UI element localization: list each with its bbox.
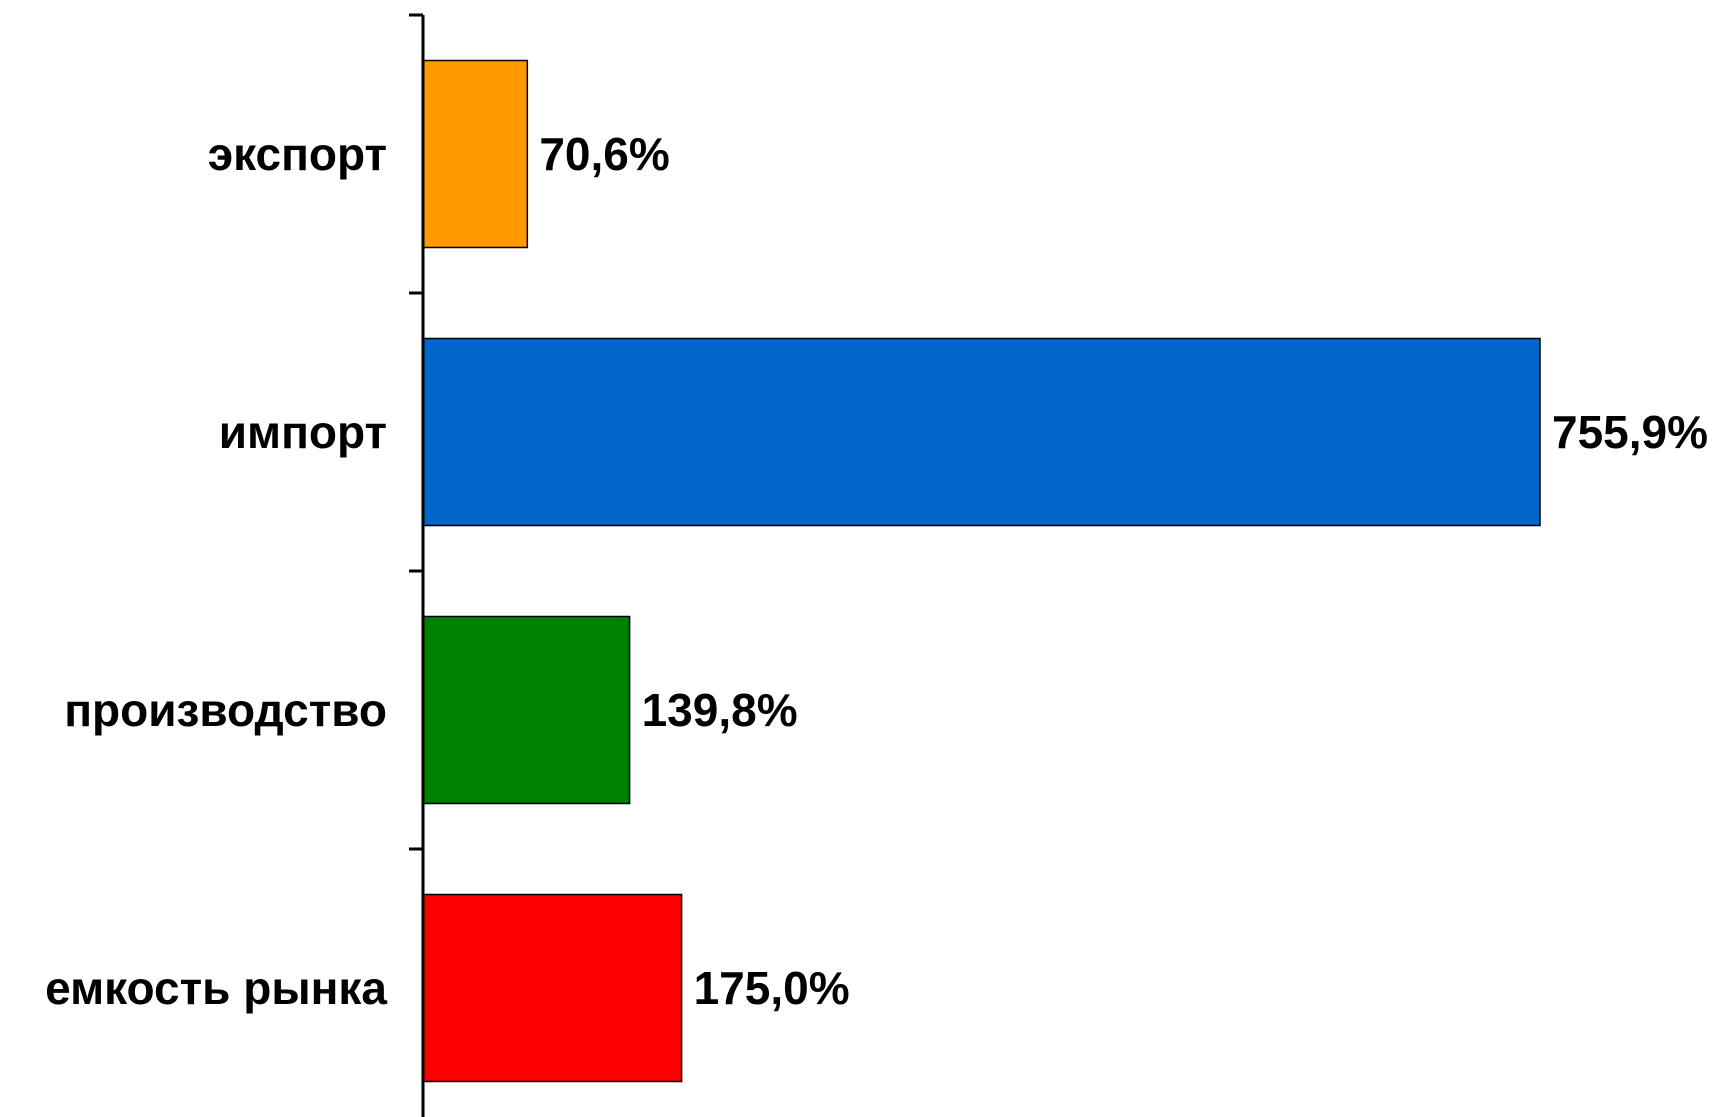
data-label: 70,6% bbox=[539, 128, 669, 180]
category-label: импорт bbox=[219, 406, 387, 458]
data-label: 755,9% bbox=[1552, 406, 1708, 458]
category-label: производство bbox=[64, 684, 387, 736]
bars-group bbox=[422, 59, 1541, 1083]
value-labels: 70,6% 755,9% 139,8% 175,0% bbox=[539, 128, 1708, 1014]
bar-2 bbox=[422, 337, 1541, 527]
data-label: 175,0% bbox=[694, 962, 850, 1014]
category-label: экспорт bbox=[208, 128, 387, 180]
category-labels: экспорт импорт производство емкость рынка bbox=[45, 128, 387, 1014]
bar-4 bbox=[422, 893, 683, 1083]
category-label: емкость рынка bbox=[45, 962, 387, 1014]
bar-3 bbox=[422, 615, 631, 805]
bar-1 bbox=[422, 59, 529, 249]
data-label: 139,8% bbox=[642, 684, 798, 736]
category-axis bbox=[409, 13, 425, 1117]
